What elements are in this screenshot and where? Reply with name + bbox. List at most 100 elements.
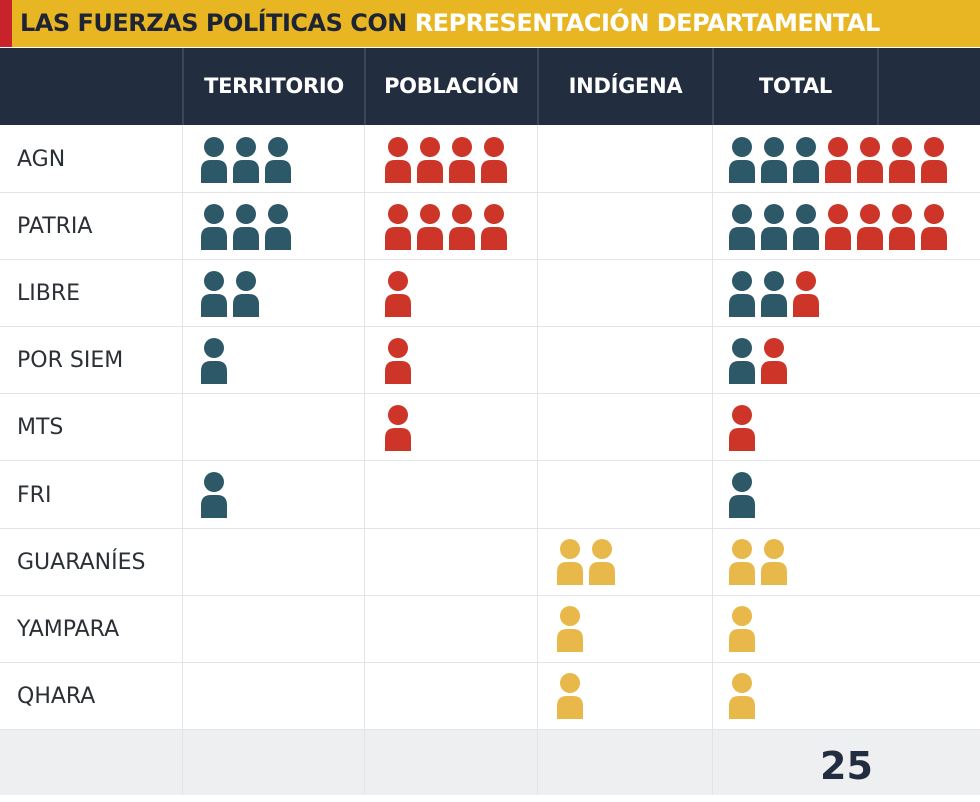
person-icon xyxy=(417,136,443,183)
cell-poblacion xyxy=(384,260,416,327)
cell-indigena xyxy=(556,663,588,730)
person-icon xyxy=(761,539,787,586)
person-icon xyxy=(201,270,227,317)
header-indigena: INDÍGENA xyxy=(568,74,683,98)
cell-total xyxy=(728,462,760,529)
table-row: MTS xyxy=(0,394,980,462)
cell-total xyxy=(728,663,760,730)
row-label: GUARANÍES xyxy=(17,549,146,575)
cell-indigena xyxy=(556,529,620,596)
person-icon xyxy=(857,136,883,183)
cell-total xyxy=(728,596,760,663)
cell-poblacion xyxy=(384,394,416,461)
person-icon xyxy=(729,404,755,451)
person-icon xyxy=(557,606,583,653)
person-icon xyxy=(729,539,755,586)
grand-total: 25 xyxy=(820,744,873,788)
person-icon xyxy=(793,203,819,250)
person-icon xyxy=(825,136,851,183)
person-icon xyxy=(417,203,443,250)
person-icon xyxy=(265,203,291,250)
person-icon xyxy=(481,136,507,183)
table-row: QHARA xyxy=(0,663,980,730)
person-icon xyxy=(729,136,755,183)
person-icon xyxy=(385,203,411,250)
person-icon xyxy=(557,539,583,586)
table-row: LIBRE xyxy=(0,260,980,328)
cell-territorio xyxy=(200,462,232,529)
table-row: PATRIA xyxy=(0,193,980,261)
table-row: GUARANÍES xyxy=(0,529,980,596)
cell-territorio xyxy=(200,126,296,193)
cell-territorio xyxy=(200,260,264,327)
title-part-1: LAS FUERZAS POLÍTICAS CON xyxy=(20,9,407,37)
person-icon xyxy=(265,136,291,183)
person-icon xyxy=(729,472,755,518)
person-icon xyxy=(761,203,787,250)
title-part-2: REPRESENTACIÓN DEPARTAMENTAL xyxy=(414,9,881,37)
table-row: POR SIEM xyxy=(0,327,980,395)
cell-total xyxy=(728,260,824,327)
person-icon xyxy=(761,136,787,183)
cell-total xyxy=(728,529,792,596)
cell-total xyxy=(728,327,792,394)
person-icon xyxy=(385,136,411,183)
person-icon xyxy=(825,203,851,250)
person-icon xyxy=(449,136,475,183)
person-icon xyxy=(385,404,411,451)
header-divider xyxy=(182,48,184,125)
person-icon xyxy=(201,472,227,518)
cell-total xyxy=(728,193,952,260)
cell-poblacion xyxy=(384,327,416,394)
person-icon xyxy=(385,337,411,384)
page-title: LAS FUERZAS POLÍTICAS CON REPRESENTACIÓN… xyxy=(20,0,880,47)
row-label: FRI xyxy=(17,482,52,508)
cell-indigena xyxy=(556,596,588,663)
person-icon xyxy=(729,673,755,720)
person-icon xyxy=(233,203,259,250)
cell-total xyxy=(728,126,952,193)
cell-total xyxy=(728,394,760,461)
person-icon xyxy=(729,337,755,384)
title-bar xyxy=(0,0,980,47)
column-divider xyxy=(537,125,538,795)
column-divider xyxy=(364,125,365,795)
cell-territorio xyxy=(200,193,296,260)
person-icon xyxy=(761,337,787,384)
person-icon xyxy=(729,270,755,317)
person-icon xyxy=(921,136,947,183)
person-icon xyxy=(201,337,227,384)
header-divider xyxy=(537,48,539,125)
table-footer xyxy=(0,730,980,795)
table-row: YAMPARA xyxy=(0,596,980,663)
person-icon xyxy=(889,136,915,183)
row-label: AGN xyxy=(17,147,66,172)
person-icon xyxy=(889,203,915,250)
person-icon xyxy=(385,270,411,317)
row-label: POR SIEM xyxy=(17,348,124,374)
person-icon xyxy=(921,203,947,250)
header-divider xyxy=(364,48,366,125)
header-poblacion: POBLACIÓN xyxy=(384,74,519,98)
person-icon xyxy=(201,136,227,183)
cell-territorio xyxy=(200,327,232,394)
row-label: QHARA xyxy=(17,683,96,709)
column-divider xyxy=(182,125,183,795)
person-icon xyxy=(589,539,615,586)
table-header xyxy=(0,48,980,125)
cell-poblacion xyxy=(384,126,512,193)
row-label: MTS xyxy=(17,415,64,441)
person-icon xyxy=(761,270,787,317)
header-total: TOTAL xyxy=(758,74,832,98)
person-icon xyxy=(729,203,755,250)
person-icon xyxy=(449,203,475,250)
header-divider xyxy=(712,48,714,125)
person-icon xyxy=(793,136,819,183)
header-territorio: TERRITORIO xyxy=(204,74,344,98)
table-row: FRI xyxy=(0,462,980,529)
person-icon xyxy=(729,606,755,653)
person-icon xyxy=(793,270,819,317)
person-icon xyxy=(481,203,507,250)
title-accent-bar xyxy=(0,0,12,47)
person-icon xyxy=(233,136,259,183)
